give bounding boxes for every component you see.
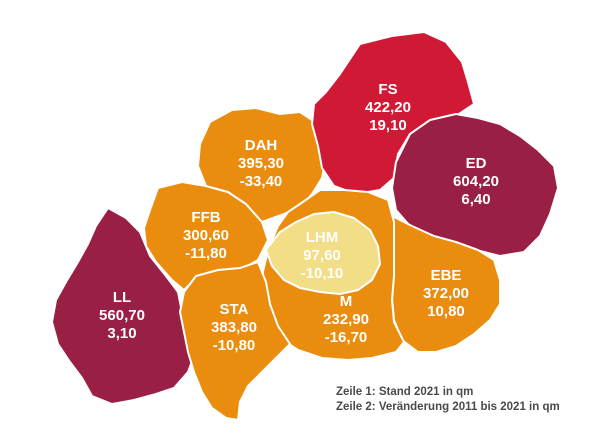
region-ed[interactable] (391, 113, 559, 257)
label-dah: DAH 395,30 -33,40 (238, 137, 284, 190)
region-sta[interactable] (179, 261, 291, 421)
label-ed: ED 604,20 6,40 (453, 155, 499, 208)
region-code: LHM (306, 229, 339, 246)
region-change-value: 19,10 (369, 117, 407, 134)
label-ebe: EBE 372,00 10,80 (423, 267, 469, 320)
label-ll: LL 560,70 3,10 (99, 289, 145, 342)
label-ffb: FFB 300,60 -11,80 (183, 209, 229, 262)
legend: Zeile 1: Stand 2021 in qm Zeile 2: Verän… (336, 385, 560, 415)
region-stand-value: 232,90 (323, 311, 369, 328)
region-code: LL (113, 289, 131, 306)
region-code: STA (220, 301, 249, 318)
region-stand-value: 560,70 (99, 307, 145, 324)
region-change-value: -16,70 (325, 329, 368, 346)
region-change-value: -10,10 (301, 265, 344, 282)
region-change-value: 3,10 (107, 325, 136, 342)
region-lhm[interactable] (265, 211, 381, 295)
region-stand-value: 395,30 (238, 155, 284, 172)
region-dah[interactable] (197, 107, 327, 223)
region-change-value: 10,80 (427, 303, 465, 320)
legend-line-2: Zeile 2: Veränderung 2011 bis 2021 in qm (336, 401, 560, 413)
region-change-value: -10,80 (213, 337, 256, 354)
region-stand-value: 422,20 (365, 99, 411, 116)
label-sta: STA 383,80 -10,80 (211, 301, 257, 354)
region-stand-value: 372,00 (423, 285, 469, 302)
region-stand-value: 97,60 (303, 247, 341, 264)
region-change-value: -33,40 (240, 173, 283, 190)
legend-line-1: Zeile 1: Stand 2021 in qm (336, 386, 474, 398)
label-lhm: LHM 97,60 -10,10 (301, 229, 344, 282)
region-stand-value: 383,80 (211, 319, 257, 336)
region-code: EBE (431, 267, 462, 284)
region-stand-value: 300,60 (183, 227, 229, 244)
region-code: DAH (245, 137, 278, 154)
region-code: M (340, 293, 353, 310)
region-code: FS (378, 81, 397, 98)
region-code: FFB (191, 209, 220, 226)
label-fs: FS 422,20 19,10 (365, 81, 411, 134)
region-stand-value: 604,20 (453, 173, 499, 190)
region-ll[interactable] (51, 207, 195, 405)
region-change-value: -11,80 (185, 245, 227, 262)
label-m: M 232,90 -16,70 (323, 293, 369, 346)
region-change-value: 6,40 (461, 191, 490, 208)
region-code: ED (466, 155, 487, 172)
